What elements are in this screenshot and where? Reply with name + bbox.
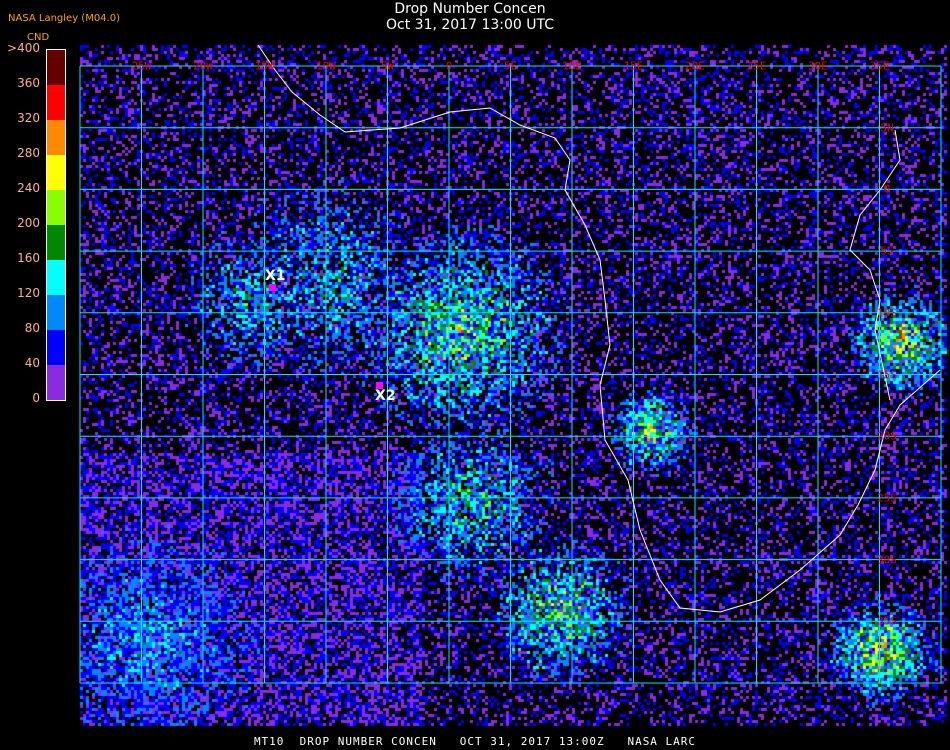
latitude-label: 0 bbox=[883, 182, 891, 196]
credit-label: NASA Langley (M04.0) bbox=[8, 13, 120, 24]
latitude-label: 15S bbox=[877, 368, 897, 381]
coastline bbox=[257, 44, 941, 613]
legend-swatch bbox=[47, 85, 65, 120]
legend-swatch bbox=[47, 155, 65, 190]
marker-x2-label: X2 bbox=[375, 388, 396, 404]
latitude-label: 30S bbox=[877, 553, 897, 567]
longitude-label: 0 bbox=[445, 59, 453, 73]
latitude-label: 35S bbox=[877, 614, 897, 628]
legend-tick: 280 bbox=[17, 146, 40, 160]
marker-x1-point bbox=[269, 284, 276, 291]
legend-unit: CND bbox=[27, 32, 50, 43]
longitude-label: 5W bbox=[380, 59, 395, 73]
legend-tick: 160 bbox=[17, 251, 40, 265]
longitude-label: 15E bbox=[623, 59, 644, 73]
longitude-label: 15W bbox=[254, 59, 275, 73]
bottom-caption: MT10 DROP NUMBER CONCEN OCT 31, 2017 13:… bbox=[253, 735, 697, 748]
latitude-label: 5N bbox=[880, 121, 894, 135]
legend-swatch bbox=[47, 295, 65, 330]
legend-swatch bbox=[47, 260, 65, 295]
latitude-label: 10S bbox=[877, 306, 897, 320]
latitude-label: 5S bbox=[880, 244, 894, 258]
legend-swatch bbox=[47, 330, 65, 365]
longitude-label: 30E bbox=[808, 59, 828, 73]
legend-tick: 240 bbox=[17, 181, 40, 195]
legend-swatch bbox=[47, 225, 65, 260]
longitude-label: 20W bbox=[193, 59, 213, 73]
legend-tick: 0 bbox=[32, 391, 40, 405]
legend-swatch bbox=[47, 50, 65, 85]
map-timestamp: Oct 31, 2017 13:00 UTC bbox=[386, 17, 554, 33]
legend-tick: 80 bbox=[24, 321, 40, 335]
latitude-label: 20S bbox=[877, 429, 897, 443]
legend-swatch bbox=[47, 365, 65, 400]
color-bar-legend bbox=[46, 49, 66, 401]
longitude-label: 20E bbox=[685, 59, 705, 73]
longitude-label: 10E bbox=[562, 59, 582, 73]
longitude-label: 5E bbox=[503, 59, 518, 73]
legend-tick: 40 bbox=[24, 356, 40, 370]
legend-tick: 120 bbox=[17, 286, 40, 300]
longitude-label: 35E bbox=[869, 59, 890, 73]
legend-swatch bbox=[47, 190, 65, 225]
longitude-label: 25E bbox=[746, 59, 767, 73]
latitude-label: 25S bbox=[877, 491, 897, 505]
marker-x1-label: X1 bbox=[265, 268, 286, 284]
longitude-label: 25W bbox=[131, 59, 152, 73]
legend-tick: 360 bbox=[17, 76, 40, 90]
longitude-label: 10W bbox=[316, 59, 336, 73]
map-title: Drop Number Concen bbox=[394, 1, 546, 17]
legend-tick: >400 bbox=[7, 41, 40, 55]
legend-tick: 200 bbox=[17, 216, 40, 230]
legend-tick: 320 bbox=[17, 111, 40, 125]
east-coastline bbox=[849, 129, 901, 401]
legend-swatch bbox=[47, 120, 65, 155]
marker-x2-point bbox=[376, 382, 383, 389]
